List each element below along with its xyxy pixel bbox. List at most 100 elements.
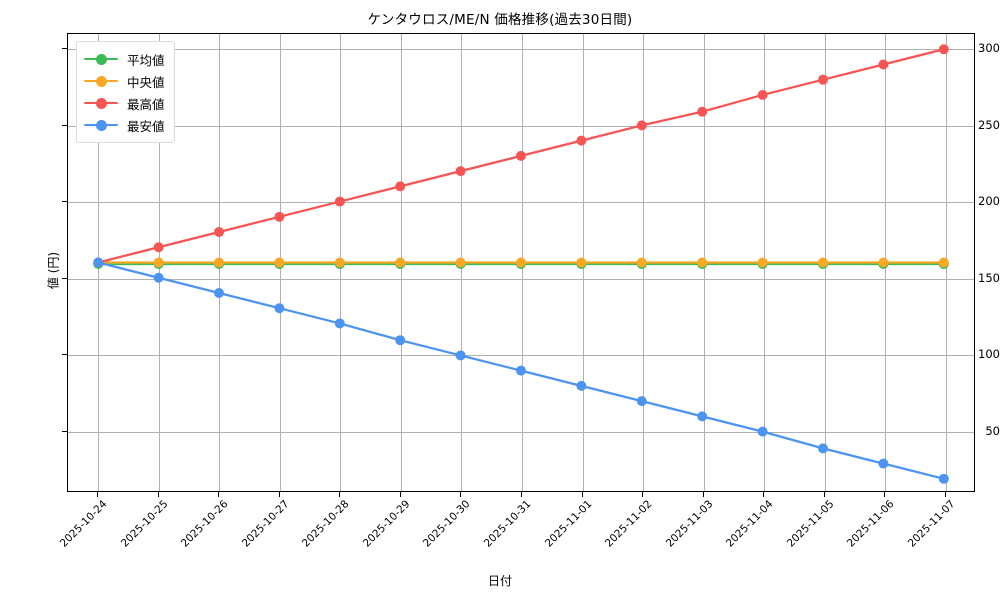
x-axis-tick [763, 492, 765, 497]
y-axis-tick [62, 124, 67, 126]
x-axis-tick-label: 2025-11-06 [845, 498, 897, 550]
data-point [334, 257, 345, 268]
data-point [516, 365, 526, 376]
y-axis-tick [62, 48, 67, 50]
data-point [697, 106, 708, 117]
data-point [757, 89, 768, 100]
data-point [818, 74, 828, 85]
grid-line-horizontal [68, 431, 974, 433]
x-axis-tick-label: 2025-10-26 [179, 498, 231, 550]
x-axis-tick [521, 492, 522, 497]
data-point [576, 380, 587, 391]
x-axis-tick-label: 2025-10-24 [58, 498, 110, 550]
x-axis-tick-label: 2025-11-05 [784, 498, 837, 550]
data-point [395, 335, 406, 346]
legend-marker-icon [84, 52, 118, 66]
plot-area [67, 33, 975, 492]
y-axis-tick-label: 200 [978, 194, 1000, 209]
data-point [214, 257, 224, 268]
x-axis-tick [884, 492, 886, 497]
data-point [274, 257, 285, 268]
data-point [818, 257, 828, 268]
series-最高値 [93, 44, 949, 268]
data-point [938, 44, 949, 55]
x-axis-tick [157, 492, 159, 497]
y-axis-tick-label: 50 [985, 423, 1000, 438]
y-axis-tick [62, 201, 67, 203]
legend-item-中央値[interactable]: 中央値 [84, 70, 165, 92]
y-axis-tick [62, 354, 67, 356]
data-point [697, 411, 708, 422]
data-point [214, 227, 224, 238]
legend-marker-icon [84, 96, 118, 110]
data-point [153, 272, 164, 283]
y-axis-tick-label: 300 [978, 41, 1000, 56]
data-point [455, 166, 466, 177]
data-point [878, 257, 889, 268]
legend-item-最高値[interactable]: 最高値 [84, 92, 165, 114]
series-最安値 [93, 257, 949, 484]
x-axis-tick [702, 492, 704, 497]
x-axis-tick-label: 2025-10-29 [360, 498, 413, 550]
y-axis-tick-label: 250 [978, 117, 1000, 132]
data-point [878, 458, 889, 469]
data-point [636, 396, 647, 407]
data-point [878, 59, 889, 70]
grid-line-horizontal [68, 355, 974, 357]
data-point [455, 350, 466, 361]
x-axis-tick [581, 492, 583, 497]
data-point [334, 196, 345, 207]
chart-legend: 平均値 中央値最高値最安値 [76, 41, 175, 143]
grid-line-horizontal [68, 202, 974, 204]
x-axis-tick-label: 2025-11-01 [542, 498, 595, 550]
data-point [818, 443, 828, 454]
x-axis-tick [642, 492, 644, 497]
data-point [757, 257, 768, 268]
data-point [214, 287, 224, 298]
y-axis-tick [62, 277, 67, 279]
data-point [334, 318, 345, 329]
x-axis-tick [944, 492, 946, 497]
x-axis-tick [218, 492, 220, 497]
grid-line-horizontal [68, 125, 974, 127]
series-layer [93, 44, 949, 484]
y-axis-tick-label: 150 [978, 270, 1000, 285]
x-axis-tick-label: 2025-11-02 [602, 498, 655, 550]
x-axis-tick-label: 2025-10-25 [118, 498, 171, 550]
data-point [516, 150, 526, 161]
data-point [395, 181, 406, 192]
data-point [395, 257, 406, 268]
data-point [576, 257, 587, 268]
x-axis-tick-label: 2025-10-31 [481, 498, 534, 550]
y-axis-title: 値 (円) [46, 251, 61, 290]
y-axis-tick [62, 430, 67, 432]
x-axis-tick-label: 2025-10-30 [421, 498, 473, 550]
x-axis-tick [460, 492, 462, 497]
x-axis-tick [97, 492, 99, 497]
data-point [576, 135, 587, 146]
data-point [93, 257, 104, 268]
data-point [516, 257, 526, 268]
data-point [153, 257, 164, 268]
x-axis-tick [278, 492, 280, 497]
data-point [274, 211, 285, 222]
legend-item-最安値[interactable]: 最安値 [84, 114, 165, 136]
x-axis-tick [823, 492, 825, 497]
legend-item-平均値[interactable]: 平均値 [84, 48, 165, 70]
grid-line-horizontal [68, 278, 974, 280]
x-axis-title: 日付 [487, 574, 512, 588]
x-axis-tick [339, 492, 341, 497]
legend-label: 最高値 [127, 96, 165, 112]
data-point [938, 473, 949, 484]
legend-marker-icon [84, 74, 118, 88]
data-point [455, 257, 466, 268]
grid-line-horizontal [68, 49, 974, 51]
data-point [697, 257, 708, 268]
y-axis-tick-label: 100 [978, 347, 1000, 362]
data-point [274, 303, 285, 314]
series-中央値 [93, 257, 949, 268]
data-point [757, 426, 768, 437]
data-point [153, 242, 164, 253]
x-axis-tick-label: 2025-11-07 [905, 498, 958, 550]
